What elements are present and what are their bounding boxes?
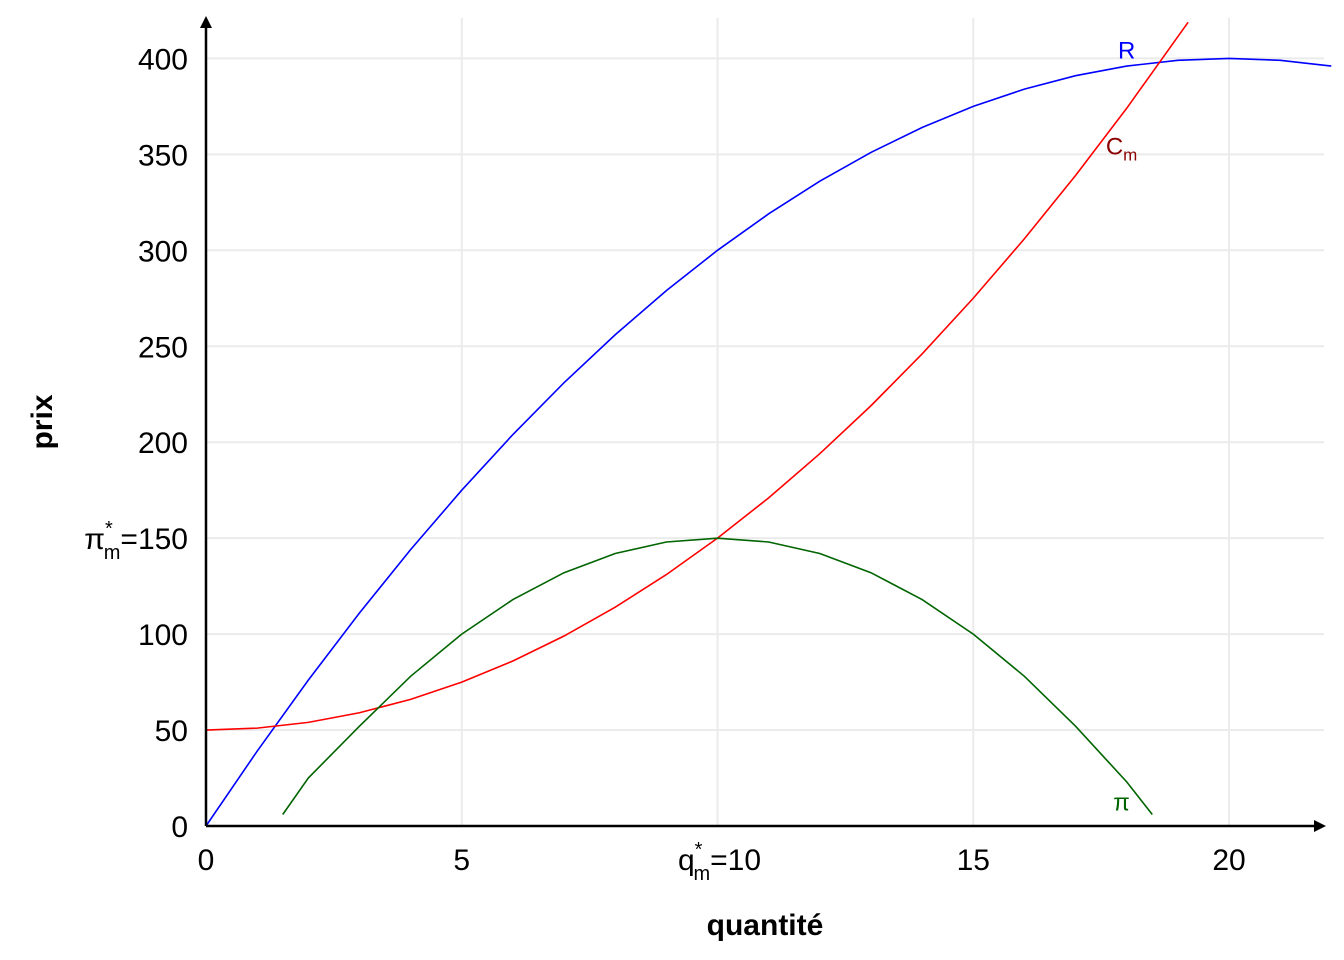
- series-label-R: R: [1118, 37, 1135, 64]
- x-tick-labels: 0 5 q* m=10 15 20: [198, 839, 1246, 885]
- x-tick-label: 0: [198, 844, 215, 877]
- series-line-R: [205, 57, 1332, 827]
- y-tick-label: 250: [138, 331, 188, 364]
- y-tick-label: 50: [155, 715, 188, 748]
- x-tick-label: 5: [453, 844, 470, 877]
- y-tick-label: π* m=150: [84, 518, 188, 564]
- x-axis-title: quantité: [707, 909, 824, 942]
- y-tick-label: 350: [138, 139, 188, 172]
- axes: [200, 16, 1326, 832]
- grid-lines: [205, 18, 1324, 827]
- series-line-π: [282, 537, 1153, 815]
- y-axis-arrow: [200, 16, 212, 28]
- y-tick-label: 200: [138, 427, 188, 460]
- x-tick-label: 15: [957, 844, 990, 877]
- y-tick-labels: 0 50 100 π* m=150 200 250 300 350 400: [84, 43, 188, 844]
- x-axis-arrow: [1314, 820, 1326, 832]
- x-tick-label: q* m=10: [678, 839, 761, 885]
- series-curves: [205, 21, 1332, 827]
- series-labels: R Cm π: [1106, 37, 1138, 816]
- series-line-Cm: [205, 21, 1189, 731]
- y-tick-label: 400: [138, 43, 188, 76]
- y-axis-title: prix: [26, 394, 59, 449]
- y-tick-label: 300: [138, 235, 188, 268]
- y-tick-label: 0: [171, 811, 188, 844]
- y-tick-label: 100: [138, 619, 188, 652]
- x-tick-label: 20: [1212, 844, 1245, 877]
- series-label-Cm: Cm: [1106, 133, 1138, 164]
- series-label-π: π: [1113, 790, 1130, 817]
